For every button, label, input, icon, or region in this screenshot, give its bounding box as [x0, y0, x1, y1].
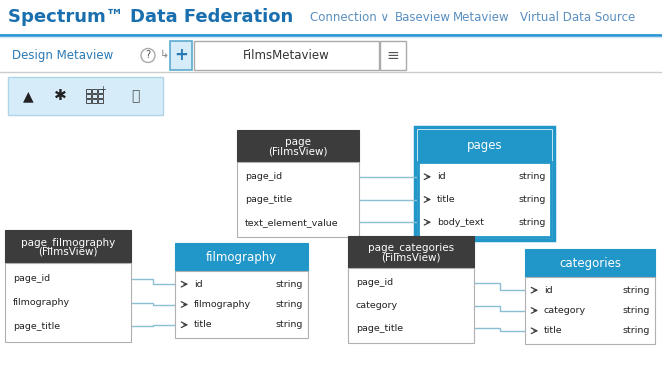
Text: page_id: page_id	[13, 274, 50, 283]
Text: category: category	[356, 301, 398, 310]
Circle shape	[141, 48, 155, 62]
Text: page_id: page_id	[356, 278, 393, 287]
Bar	[86, 99, 91, 103]
Text: title: title	[194, 320, 213, 329]
Bar	[92, 89, 97, 93]
Text: page_title: page_title	[356, 324, 403, 333]
Text: string: string	[518, 218, 546, 227]
Text: +: +	[174, 47, 188, 65]
Bar	[415, 127, 554, 240]
Bar	[92, 94, 97, 98]
Text: page_categories: page_categories	[368, 243, 454, 254]
Text: title: title	[544, 326, 563, 335]
Bar	[5, 230, 131, 263]
Text: ✱: ✱	[54, 88, 66, 103]
Bar	[525, 249, 655, 277]
Text: string: string	[623, 286, 650, 295]
Bar	[98, 94, 103, 98]
Text: id: id	[194, 280, 203, 289]
Text: categories: categories	[559, 257, 621, 269]
Text: id: id	[544, 286, 553, 295]
Text: string: string	[275, 320, 303, 329]
Text: ▲: ▲	[23, 89, 33, 103]
Bar	[86, 89, 91, 93]
Bar	[418, 162, 551, 237]
Bar	[348, 268, 474, 343]
Text: filmography: filmography	[206, 251, 277, 264]
Text: (FilmsView): (FilmsView)	[268, 146, 328, 156]
Bar	[525, 277, 655, 344]
Bar	[237, 162, 359, 237]
Text: string: string	[623, 306, 650, 315]
Bar	[380, 41, 406, 70]
Bar	[348, 236, 474, 268]
Bar	[8, 77, 163, 115]
Text: Baseview: Baseview	[395, 11, 451, 24]
Text: text_element_value: text_element_value	[245, 218, 339, 227]
Text: ≡: ≡	[387, 48, 399, 63]
Text: page_title: page_title	[245, 195, 292, 204]
Text: (FilmsView): (FilmsView)	[381, 252, 441, 262]
Text: FilmsMetaview: FilmsMetaview	[243, 49, 330, 62]
Bar	[98, 89, 103, 93]
Text: string: string	[275, 300, 303, 309]
Text: category: category	[544, 306, 586, 315]
Text: page_id: page_id	[245, 172, 282, 181]
Text: Design Metaview: Design Metaview	[12, 49, 113, 62]
Text: id: id	[437, 172, 446, 181]
Text: Metaview: Metaview	[453, 11, 510, 24]
Text: string: string	[623, 326, 650, 335]
Bar	[92, 99, 97, 103]
Text: pages: pages	[467, 139, 502, 153]
Text: page_title: page_title	[13, 322, 60, 331]
Text: ?: ?	[146, 51, 150, 61]
Text: page: page	[285, 137, 311, 147]
Bar	[0, 0, 662, 35]
Text: filmography: filmography	[13, 298, 70, 307]
Text: body_text: body_text	[437, 218, 484, 227]
Bar	[175, 271, 308, 338]
Bar	[418, 130, 551, 162]
Bar	[86, 94, 91, 98]
Text: Connection ∨: Connection ∨	[310, 11, 389, 24]
Text: Virtual Data Source: Virtual Data Source	[520, 11, 636, 24]
Text: title: title	[437, 195, 455, 204]
Bar	[175, 243, 308, 271]
Text: page_filmography: page_filmography	[21, 237, 115, 248]
Bar	[170, 41, 192, 70]
Bar	[237, 130, 359, 162]
Bar	[194, 41, 379, 70]
Text: string: string	[275, 280, 303, 289]
Text: Spectrum™ Data Federation: Spectrum™ Data Federation	[8, 8, 293, 26]
Text: filmography: filmography	[194, 300, 251, 309]
Text: (FilmsView): (FilmsView)	[38, 247, 98, 257]
Text: +: +	[99, 84, 107, 94]
Text: string: string	[518, 172, 546, 181]
Text: string: string	[518, 195, 546, 204]
Text: 🗑: 🗑	[131, 89, 139, 103]
Bar	[5, 263, 131, 342]
Text: ↳: ↳	[160, 51, 169, 61]
Bar	[98, 99, 103, 103]
